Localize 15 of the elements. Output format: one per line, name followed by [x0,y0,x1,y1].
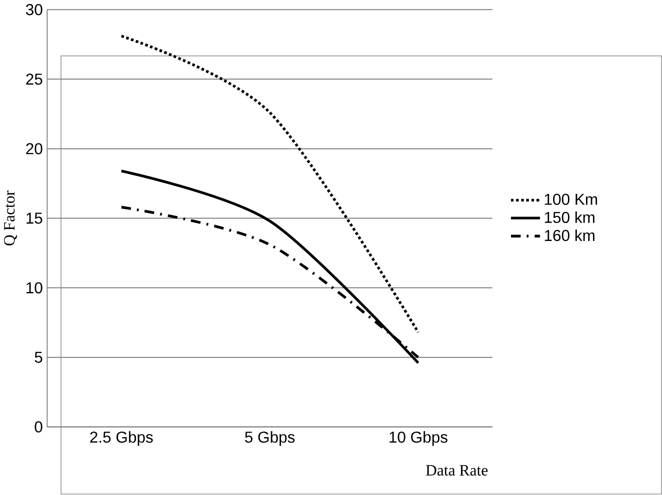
x-tick-label: 5 Gbps [245,431,295,446]
x-tick-label: 2.5 Gbps [90,431,153,446]
legend-label: 160 km [544,230,594,242]
y-tick-label: 0 [34,421,42,433]
x-axis-title: Data Rate [426,465,488,476]
y-axis-title: Q Factor [4,190,18,246]
y-tick-label: 15 [26,212,42,224]
legend-label: 100 Km [544,194,598,206]
y-tick-label: 10 [26,282,42,294]
x-tick-label: 10 Gbps [390,431,448,446]
y-tick-label: 25 [26,74,42,85]
legend-label: 150 km [544,212,594,224]
y-tick-label: 5 [34,352,42,364]
y-tick-label: 20 [26,143,42,154]
y-tick-label: 30 [26,4,42,16]
